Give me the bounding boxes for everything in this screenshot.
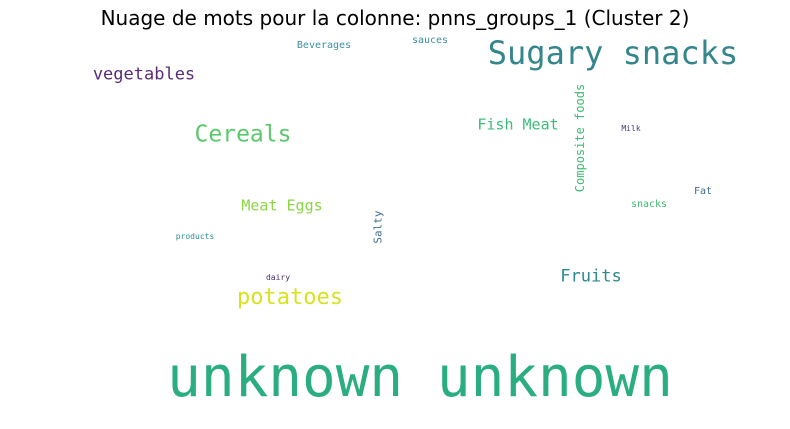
word-cereals: Cereals [194,121,292,148]
word-snacks: snacks [630,199,668,210]
word-composite-foods: Composite foods [573,83,587,193]
word-fish-meat: Fish Meat [477,115,559,134]
word-sauces: sauces [411,35,449,46]
word-vegetables: vegetables [92,64,196,85]
word-dairy: dairy [265,273,291,282]
word-sugary-snacks: Sugary snacks [487,34,739,72]
figure-title: Nuage de mots pour la colonne: pnns_grou… [100,6,690,30]
word-potatoes: potatoes [237,285,343,310]
word-meat-eggs: Meat Eggs [241,196,323,215]
word-unknown-unknown: unknown unknown [167,345,673,410]
word-products: products [175,232,215,241]
word-fat: Fat [693,186,713,197]
word-fruits: Fruits [560,266,622,287]
word-milk: Milk [621,124,641,133]
word-salty: Salty [371,210,385,244]
word-beverages: Beverages [296,40,352,51]
